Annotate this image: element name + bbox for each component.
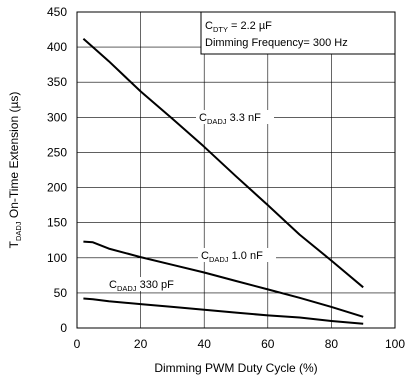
- y-axis-title: TDADJ On-Time Extension (µs): [7, 92, 23, 249]
- y-tick-label: 400: [47, 40, 67, 54]
- series-line-1: [83, 240, 364, 318]
- svg-text:CDADJ 330 pF: CDADJ 330 pF: [109, 279, 174, 293]
- x-axis-title: Dimming PWM Duty Cycle (%): [154, 361, 317, 375]
- y-tick-label: 350: [47, 75, 67, 89]
- svg-text:CDADJ 1.0 nF: CDADJ 1.0 nF: [201, 250, 263, 264]
- x-tick-label: 80: [325, 337, 339, 351]
- y-tick-label: 200: [47, 181, 67, 195]
- x-tick-label: 60: [261, 337, 275, 351]
- series-line-0: [82, 37, 364, 289]
- series-line-2: [83, 297, 364, 325]
- condition-cdty: CDTY = 2.2 µF: [205, 20, 272, 34]
- series-lines: [82, 37, 364, 325]
- y-tick-label: 150: [47, 216, 67, 230]
- condition-frequency: Dimming Frequency= 300 Hz: [205, 37, 348, 49]
- x-tick-label: 100: [385, 337, 405, 351]
- y-tick-label: 450: [47, 5, 67, 19]
- series-label-1p0nf: CDADJ 1.0 nF: [198, 248, 276, 264]
- y-tick-label: 250: [47, 145, 67, 159]
- x-tick-label: 40: [198, 337, 212, 351]
- y-tick-label: 50: [54, 286, 68, 300]
- y-tick-label: 100: [47, 251, 67, 265]
- series-label-330pf: CDADJ 330 pF: [106, 277, 188, 293]
- x-tick-label: 0: [74, 337, 81, 351]
- y-tick-labels: 0 50 100 150 200 250 300 350 400 450: [47, 5, 67, 335]
- series-label-3p3nf: CDADJ 3.3 nF: [196, 110, 274, 126]
- y-tick-label: 0: [60, 321, 67, 335]
- x-tick-label: 20: [134, 337, 148, 351]
- conditions-box: [200, 11, 396, 55]
- svg-text:CDADJ 3.3 nF: CDADJ 3.3 nF: [199, 112, 261, 126]
- y-tick-label: 300: [47, 110, 67, 124]
- x-tick-labels: 0 20 40 60 80 100: [74, 337, 406, 351]
